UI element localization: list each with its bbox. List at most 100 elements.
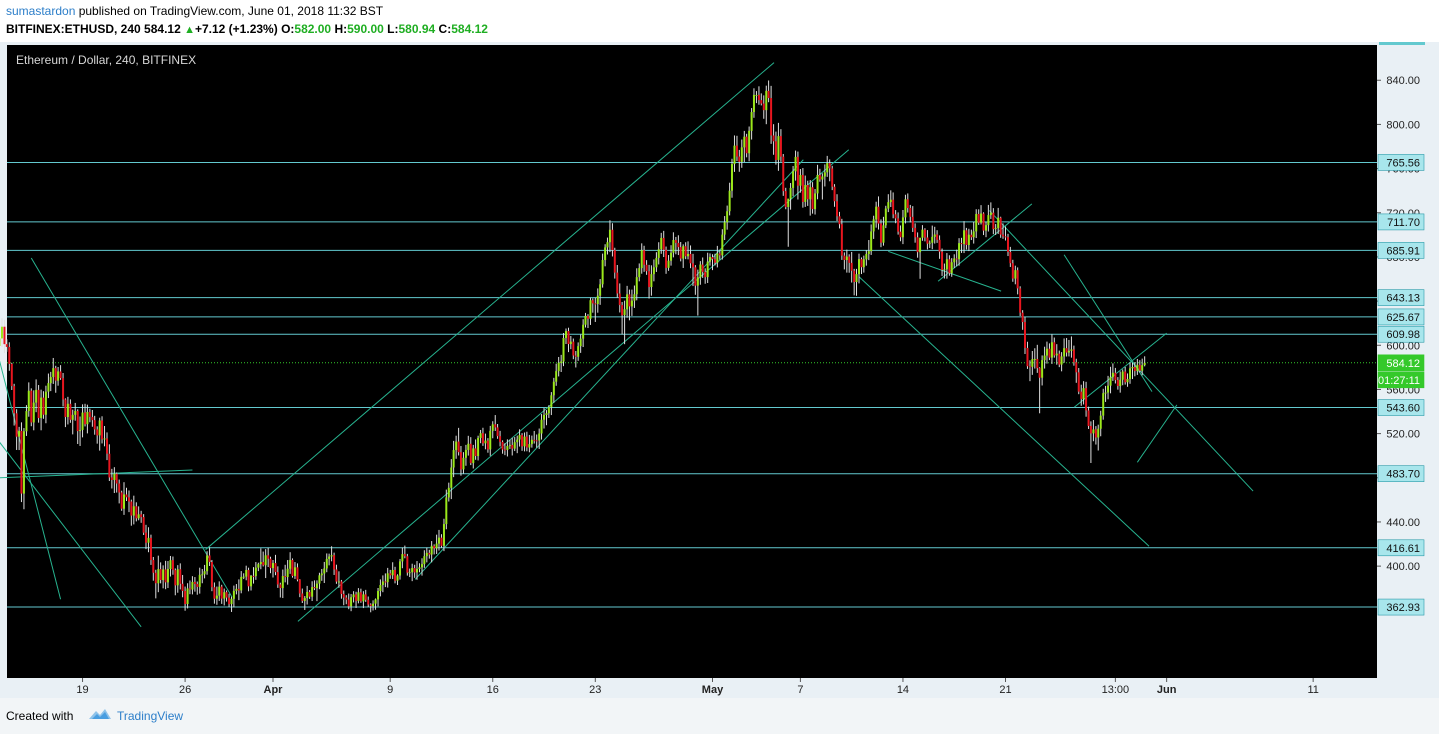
candle-body: [1097, 428, 1100, 438]
level-label-box: [1377, 308, 1425, 326]
candle-body: [745, 136, 748, 154]
candle-body: [1036, 358, 1039, 369]
candle-body: [950, 262, 953, 274]
candle-body: [149, 537, 152, 561]
candle-body: [706, 261, 709, 278]
trendline: [30, 257, 233, 598]
candle-body: [650, 274, 653, 288]
candle-body: [174, 570, 177, 586]
candle-body: [306, 591, 309, 599]
candle-body: [799, 174, 802, 186]
candle-body: [196, 584, 199, 587]
candle-body: [362, 594, 365, 602]
candle-body: [169, 560, 172, 569]
candle-body: [718, 253, 721, 256]
candle-body: [848, 256, 851, 263]
candle-body: [657, 249, 660, 258]
candle-body: [1129, 368, 1132, 379]
candle-body: [1082, 388, 1085, 399]
candle-body: [396, 575, 399, 581]
candle-body: [933, 234, 936, 237]
price-tick-label: 400.00: [1386, 561, 1420, 573]
candle-body: [399, 561, 402, 576]
candle-body: [188, 588, 191, 590]
candle-body: [760, 100, 763, 104]
chart-container[interactable]: 840.00800.00760.00720.00680.00640.00600.…: [0, 42, 1439, 698]
candle-body: [579, 338, 582, 347]
candle-body: [355, 594, 358, 601]
candle-body: [1016, 270, 1019, 289]
time-tick-label: 19: [76, 684, 88, 696]
candle-body: [767, 90, 770, 99]
candle-body: [472, 448, 475, 464]
candle-body: [101, 420, 104, 440]
price-chart[interactable]: 840.00800.00760.00720.00680.00640.00600.…: [0, 42, 1439, 698]
candle-body: [62, 378, 65, 400]
candle-body: [264, 555, 267, 566]
candle-body: [269, 558, 272, 569]
candle-body: [523, 436, 526, 447]
tradingview-link[interactable]: TradingView: [117, 709, 184, 723]
candle-body: [162, 569, 165, 581]
candle-body: [181, 583, 184, 591]
candle-body: [318, 575, 321, 584]
candle-body: [926, 237, 929, 244]
level-label-box: [1377, 213, 1425, 231]
candle-body: [569, 341, 572, 345]
candle-body: [452, 450, 455, 468]
candle-body: [1002, 234, 1005, 237]
candle-body: [735, 145, 738, 157]
low-value: 580.94: [398, 22, 436, 36]
candle-body: [1102, 393, 1105, 416]
candle-body: [560, 361, 563, 363]
candle-body: [115, 473, 118, 484]
candle-body: [84, 412, 87, 425]
candle-body: [613, 250, 616, 273]
candle-body: [674, 240, 677, 243]
candle-body: [1031, 359, 1034, 367]
candle-body: [574, 355, 577, 357]
candle-body: [633, 294, 636, 301]
candle-body: [127, 497, 130, 502]
author-link[interactable]: sumastardon: [6, 4, 76, 18]
candle-body: [262, 562, 265, 566]
time-tick-label: Apr: [264, 684, 284, 696]
candle-body: [489, 430, 492, 450]
created-with-text: Created with: [6, 709, 74, 723]
candle-body: [977, 213, 980, 223]
level-label: 643.13: [1386, 293, 1420, 305]
candle-body: [337, 581, 340, 583]
candle-body: [208, 555, 211, 562]
countdown-label: 01:27:11: [1378, 375, 1420, 387]
candle-body: [379, 585, 382, 591]
candle-body: [1011, 263, 1014, 279]
candle-body: [565, 331, 567, 338]
time-tick-label: 7: [797, 684, 803, 696]
candle-body: [894, 214, 897, 219]
candle-body: [250, 575, 253, 587]
candle-body: [237, 588, 240, 591]
candle-body: [1087, 410, 1090, 426]
trendline: [414, 159, 804, 580]
candle-body: [552, 381, 555, 396]
candle-body: [296, 567, 299, 580]
candle-body: [232, 590, 235, 599]
trendline: [858, 276, 1150, 547]
tradingview-logo-icon[interactable]: [88, 707, 112, 721]
candle-body: [1114, 372, 1117, 381]
candle-body: [550, 395, 553, 408]
candle-body: [391, 569, 394, 576]
candle-body: [601, 260, 604, 285]
candle-body: [779, 136, 782, 157]
candle-body: [919, 237, 922, 253]
level-label-box: [1377, 539, 1425, 557]
candle-body: [1041, 360, 1044, 378]
candle-body: [201, 574, 204, 576]
time-tick-label: 9: [387, 684, 393, 696]
candle-body: [528, 444, 531, 448]
candle-body: [66, 403, 69, 418]
candle-body: [772, 135, 775, 142]
candle-body: [972, 231, 975, 238]
candle-body: [545, 413, 548, 415]
candle-body: [704, 271, 707, 278]
